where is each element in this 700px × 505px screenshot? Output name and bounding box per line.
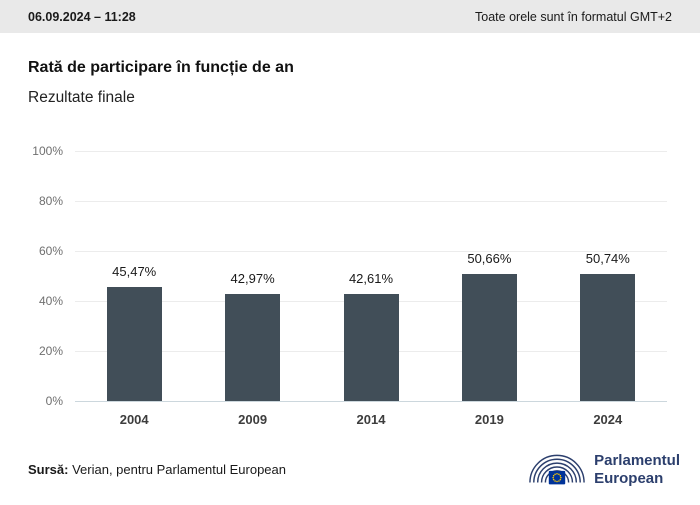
bar-2009: [225, 293, 281, 401]
footer: Sursă: Verian, pentru Parlamentul Europe…: [28, 446, 680, 493]
y-axis-tick-label: 80%: [38, 194, 63, 208]
bar-2019: [461, 274, 517, 401]
bar-2004: [106, 287, 162, 401]
gridline: [75, 201, 667, 202]
y-axis-tick-label: 20%: [38, 344, 63, 358]
plot-area: 0% 20% 40% 60% 80% 100% 45,47% 2004 42,97% 2009 42…: [32, 144, 667, 427]
source-text: Verian, pentru Parlamentul European: [68, 462, 286, 477]
gridline: [75, 151, 667, 152]
subtitle: Rezultate finale: [28, 89, 135, 106]
y-axis-tick-label: 100%: [32, 144, 63, 158]
ep-logo-line1: Parlamentul: [594, 452, 680, 470]
bar-2024: [580, 274, 636, 401]
bar-2014: [343, 294, 399, 401]
timezone-note: Toate orele sunt în formatul GMT+2: [475, 9, 672, 24]
eu-stars: [552, 472, 562, 483]
top-bar: 06.09.2024 – 11:28 Toate orele sunt în f…: [0, 0, 700, 33]
bar-chart: 0% 20% 40% 60% 80% 100% 45,47% 2004 42,97% 2009 42…: [28, 144, 670, 451]
value-label-2014: 42,61%: [348, 271, 394, 287]
ep-logo-line2: European: [594, 469, 664, 487]
value-label-2024: 50,74%: [585, 251, 630, 267]
timestamp: 06.09.2024 – 11:28: [28, 9, 136, 24]
y-axis-tick-label: 0%: [45, 394, 63, 408]
y-axis-tick-label: 40%: [38, 294, 63, 308]
x-axis-tick-label: 2004: [119, 412, 149, 427]
ep-logo-text: Parlamentul European: [594, 452, 680, 487]
page-title: Rată de participare în funcție de an: [28, 59, 294, 76]
value-label-2004: 45,47%: [112, 264, 157, 280]
x-axis-tick-label: 2024: [593, 412, 623, 427]
value-label-2009: 42,97%: [230, 270, 275, 286]
y-axis-tick-label: 60%: [38, 244, 63, 258]
value-label-2019: 50,66%: [467, 251, 512, 267]
ep-hemicycle-icon: [528, 446, 586, 493]
x-axis-tick-label: 2019: [474, 412, 504, 427]
x-axis-tick-label: 2009: [238, 412, 268, 427]
x-axis-tick-label: 2014: [356, 412, 386, 427]
source-note: Sursă: Verian, pentru Parlamentul Europe…: [28, 462, 286, 477]
gridline: [75, 251, 667, 252]
ep-logo: Parlamentul European: [528, 446, 680, 493]
source-label: Sursă:: [28, 462, 69, 477]
gridline: [75, 401, 667, 402]
